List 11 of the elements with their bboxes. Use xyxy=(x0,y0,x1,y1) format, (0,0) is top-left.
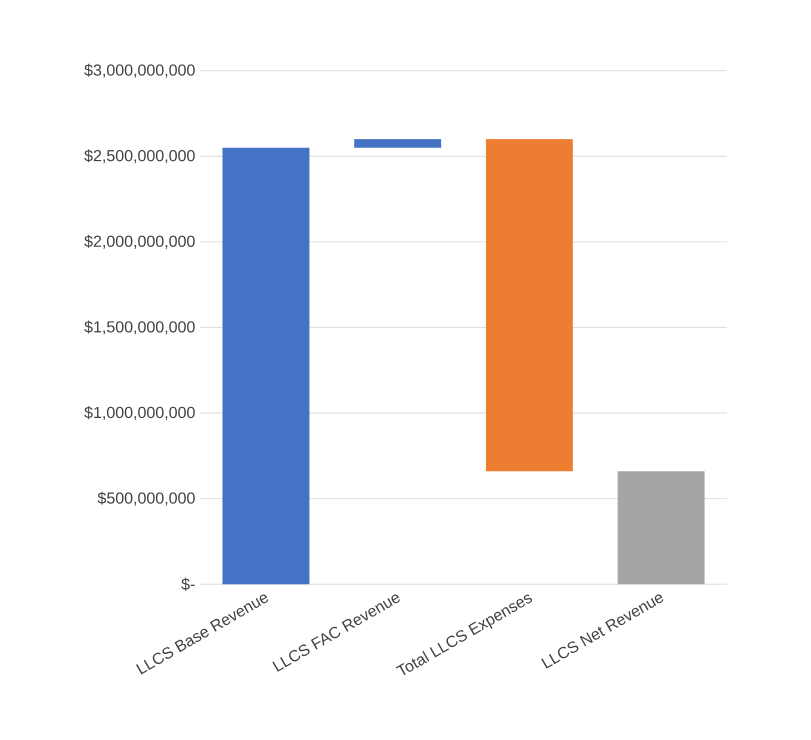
bar xyxy=(486,139,573,472)
bar xyxy=(222,148,310,584)
bar xyxy=(618,471,705,584)
y-tick-label: $3,000,000,000 xyxy=(84,64,195,78)
y-tick-label: $2,000,000,000 xyxy=(84,234,195,249)
y-tick-label: $- xyxy=(181,578,195,591)
y-tick-label: $1,500,000,000 xyxy=(84,320,195,334)
y-tick-label: $500,000,000 xyxy=(98,492,195,506)
y-tick-label: $1,000,000,000 xyxy=(84,406,195,420)
bar xyxy=(354,139,442,148)
y-tick-label: $2,500,000,000 xyxy=(84,149,195,164)
